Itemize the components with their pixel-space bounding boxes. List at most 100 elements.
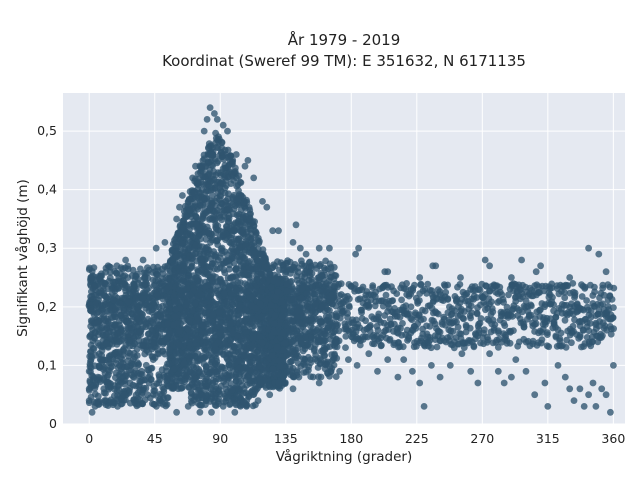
data-point-low <box>155 321 163 329</box>
data-point-low <box>127 366 135 374</box>
data-point-low <box>153 271 161 278</box>
data-point-band <box>399 343 407 351</box>
data-point-peak <box>231 219 239 227</box>
data-point-band <box>578 293 586 300</box>
data-point-band <box>402 285 410 293</box>
data-point-peak <box>173 253 181 260</box>
data-point-peak <box>230 254 237 261</box>
data-point-peak <box>245 248 253 256</box>
data-point-peak <box>224 394 232 402</box>
data-point-low <box>121 380 129 388</box>
data-point-low <box>139 400 147 408</box>
data-point-low <box>132 391 140 399</box>
data-point-peak <box>184 326 192 333</box>
data-point-peak <box>235 311 243 319</box>
data-point-band <box>591 283 598 291</box>
data-point-peak <box>197 247 204 254</box>
data-point-band <box>599 332 606 339</box>
data-point-peak <box>176 327 183 335</box>
data-point-band <box>564 282 571 290</box>
data-point-low <box>99 306 107 313</box>
data-point-band <box>342 344 349 351</box>
data-point-band <box>528 302 535 310</box>
data-point-peak <box>227 337 235 344</box>
data-point-band <box>342 333 350 340</box>
data-point-peak <box>209 311 217 319</box>
data-point-peak <box>192 231 200 239</box>
data-point-band <box>583 297 590 304</box>
data-point-peak <box>200 300 208 308</box>
data-point-peak <box>256 333 263 340</box>
data-point-peak <box>237 206 245 214</box>
data-point-band <box>436 288 444 295</box>
data-point-peak <box>202 200 209 208</box>
data-point-peak <box>209 377 217 384</box>
data-point-band <box>449 327 457 335</box>
data-point-peak <box>231 296 238 304</box>
data-point-band <box>589 338 596 346</box>
data-point-band <box>402 302 410 309</box>
data-point-peak <box>242 306 249 314</box>
data-point-peak <box>226 238 234 246</box>
data-point-low <box>114 285 122 292</box>
data-point-peak <box>243 198 251 206</box>
data-point-peak <box>208 192 216 199</box>
data-point-peak <box>180 318 187 325</box>
data-point-band <box>421 307 429 315</box>
data-point-low <box>97 287 105 295</box>
data-point-band <box>369 282 377 289</box>
data-point-peak <box>216 276 224 284</box>
data-point-peak <box>187 394 195 401</box>
data-point-band <box>509 313 516 320</box>
data-point-band <box>510 327 517 334</box>
data-point-band <box>561 316 569 324</box>
data-point-peak <box>189 251 197 259</box>
data-point-low <box>151 302 158 310</box>
data-point-peak <box>198 401 206 409</box>
data-point-peak <box>221 248 229 256</box>
data-point-low <box>94 392 102 400</box>
data-point-band <box>364 333 371 341</box>
data-point-peak <box>185 196 193 204</box>
data-point-low <box>102 280 110 288</box>
data-point-peak <box>204 293 212 300</box>
data-point-peak <box>168 247 176 254</box>
data-point-peak <box>209 151 217 159</box>
data-point-band <box>610 284 618 292</box>
data-point-low <box>115 274 123 282</box>
data-point-low <box>149 400 156 407</box>
data-point-peak <box>239 211 247 219</box>
data-point-peak <box>218 138 226 146</box>
data-point-peak <box>208 260 216 267</box>
data-point-peak <box>219 228 227 236</box>
data-point-low <box>124 274 132 281</box>
data-point-peak <box>208 175 216 183</box>
data-point-band <box>576 333 584 341</box>
data-point-peak <box>217 261 225 268</box>
data-point-band <box>561 289 568 296</box>
data-point-peak <box>202 181 210 189</box>
data-point-peak <box>246 215 254 223</box>
data-point-band <box>505 291 512 299</box>
data-point-peak <box>170 366 178 373</box>
data-point-peak <box>201 207 209 214</box>
data-point-peak <box>233 211 241 219</box>
data-point-band <box>386 335 394 343</box>
data-point-low <box>149 319 157 327</box>
data-point-band <box>608 296 616 303</box>
data-point-peak <box>181 265 189 273</box>
data-point-low <box>150 339 158 347</box>
data-point-peak <box>177 367 185 374</box>
data-point-peak <box>235 303 243 311</box>
data-point-peak <box>211 333 219 341</box>
data-point-peak <box>194 350 202 358</box>
data-point-peak <box>232 399 239 407</box>
data-point-low <box>129 266 137 274</box>
data-point-band <box>522 297 530 305</box>
data-point-low <box>161 350 169 358</box>
data-point-low <box>133 322 141 330</box>
data-point-peak <box>215 308 223 316</box>
data-point-peak <box>211 328 219 336</box>
data-point-low <box>95 331 102 338</box>
